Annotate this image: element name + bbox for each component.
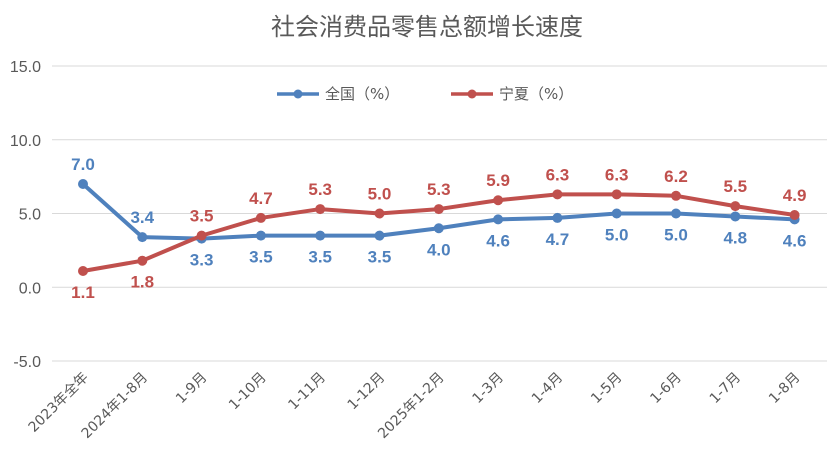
- x-tick-label: 2023年全年: [25, 369, 92, 436]
- chart-title: 社会消费品零售总额增长速度: [271, 13, 583, 41]
- data-label-national: 5.0: [605, 226, 629, 245]
- data-label-ningxia: 5.5: [723, 177, 747, 196]
- legend-national-label: 全国（%）: [325, 85, 399, 103]
- data-point-ningxia: [315, 204, 326, 215]
- data-label-national: 3.5: [249, 248, 273, 267]
- data-point-national: [315, 230, 326, 241]
- x-tick-label: 1-6月: [647, 370, 684, 407]
- data-label-ningxia: 3.5: [190, 207, 214, 226]
- data-label-ningxia: 4.7: [249, 189, 273, 208]
- data-label-ningxia: 4.9: [783, 186, 807, 205]
- x-tick-label: 1-10月: [226, 370, 270, 414]
- data-label-ningxia: 5.3: [308, 180, 332, 199]
- data-label-ningxia: 1.8: [130, 273, 154, 292]
- data-point-ningxia: [433, 204, 444, 215]
- legend-item-ningxia: 宁夏（%）: [451, 85, 573, 103]
- x-tick-label: 1-4月: [529, 370, 566, 407]
- data-label-national: 4.6: [486, 231, 510, 250]
- data-point-ningxia: [730, 201, 741, 212]
- x-tick-label: 1-12月: [345, 370, 389, 414]
- data-point-ningxia: [196, 230, 207, 241]
- data-point-ningxia: [78, 266, 88, 277]
- data-point-national: [433, 223, 444, 234]
- data-point-ningxia: [552, 189, 563, 200]
- data-labels: 7.0 1.1 3.4 1.8 3.3 3.5 3.5 4.7 3.5 5.3 3.5 5.0 4.0 5…: [71, 155, 806, 302]
- x-tick-label: 1-11月: [285, 370, 329, 414]
- x-tick-label: 1-9月: [173, 370, 210, 407]
- series-layer: [78, 179, 800, 277]
- y-tick-label: 10.0: [10, 133, 41, 150]
- data-label-national: 4.7: [546, 230, 570, 249]
- data-point-national: [552, 212, 563, 223]
- data-label-ningxia: 5.9: [486, 171, 510, 190]
- data-point-ningxia: [255, 212, 266, 223]
- legend-national-marker: [293, 89, 303, 99]
- data-point-national: [493, 214, 504, 225]
- data-point-ningxia: [671, 190, 681, 201]
- legend-ningxia-marker: [467, 89, 477, 99]
- x-tick-label: 1-7月: [707, 370, 744, 407]
- data-label-national: 5.0: [664, 226, 688, 245]
- data-point-national: [137, 232, 148, 243]
- data-label-national: 4.6: [783, 231, 807, 250]
- data-point-national: [78, 179, 88, 189]
- data-label-national: 3.5: [308, 248, 332, 267]
- data-label-national: 3.3: [190, 251, 214, 270]
- x-tick-label: 1-5月: [588, 370, 625, 407]
- data-label-national: 3.4: [130, 208, 154, 227]
- y-tick-label: -5.0: [13, 354, 41, 371]
- data-label-ningxia: 6.3: [546, 165, 570, 184]
- data-label-national: 4.0: [427, 240, 451, 259]
- data-label-ningxia: 6.2: [664, 167, 688, 186]
- data-point-ningxia: [611, 189, 622, 200]
- y-axis-ticks: 15.0 10.0 5.0 0.0 -5.0: [10, 59, 41, 371]
- data-point-ningxia: [137, 255, 148, 266]
- data-point-ningxia: [493, 195, 504, 206]
- legend-item-national: 全国（%）: [277, 85, 399, 103]
- y-tick-label: 15.0: [10, 59, 41, 76]
- x-tick-label: 1-3月: [470, 370, 507, 407]
- data-label-ningxia: 6.3: [605, 165, 629, 184]
- data-point-ningxia: [789, 209, 800, 220]
- legend: 全国（%） 宁夏（%）: [277, 85, 573, 103]
- data-point-national: [374, 230, 385, 241]
- y-tick-label: 0.0: [19, 280, 41, 297]
- data-label-national: 7.0: [71, 155, 95, 174]
- legend-ningxia-label: 宁夏（%）: [499, 85, 573, 103]
- y-tick-label: 5.0: [19, 207, 41, 224]
- data-point-ningxia: [374, 208, 385, 219]
- data-label-ningxia: 5.3: [427, 180, 451, 199]
- data-label-national: 4.8: [723, 228, 747, 247]
- data-point-national: [671, 208, 681, 219]
- data-point-national: [255, 230, 266, 241]
- data-label-ningxia: 5.0: [368, 185, 392, 204]
- data-label-national: 3.5: [368, 248, 392, 267]
- data-label-ningxia: 1.1: [71, 283, 95, 302]
- data-point-national: [730, 211, 741, 222]
- data-point-national: [611, 208, 622, 219]
- x-tick-label: 1-8月: [766, 370, 803, 407]
